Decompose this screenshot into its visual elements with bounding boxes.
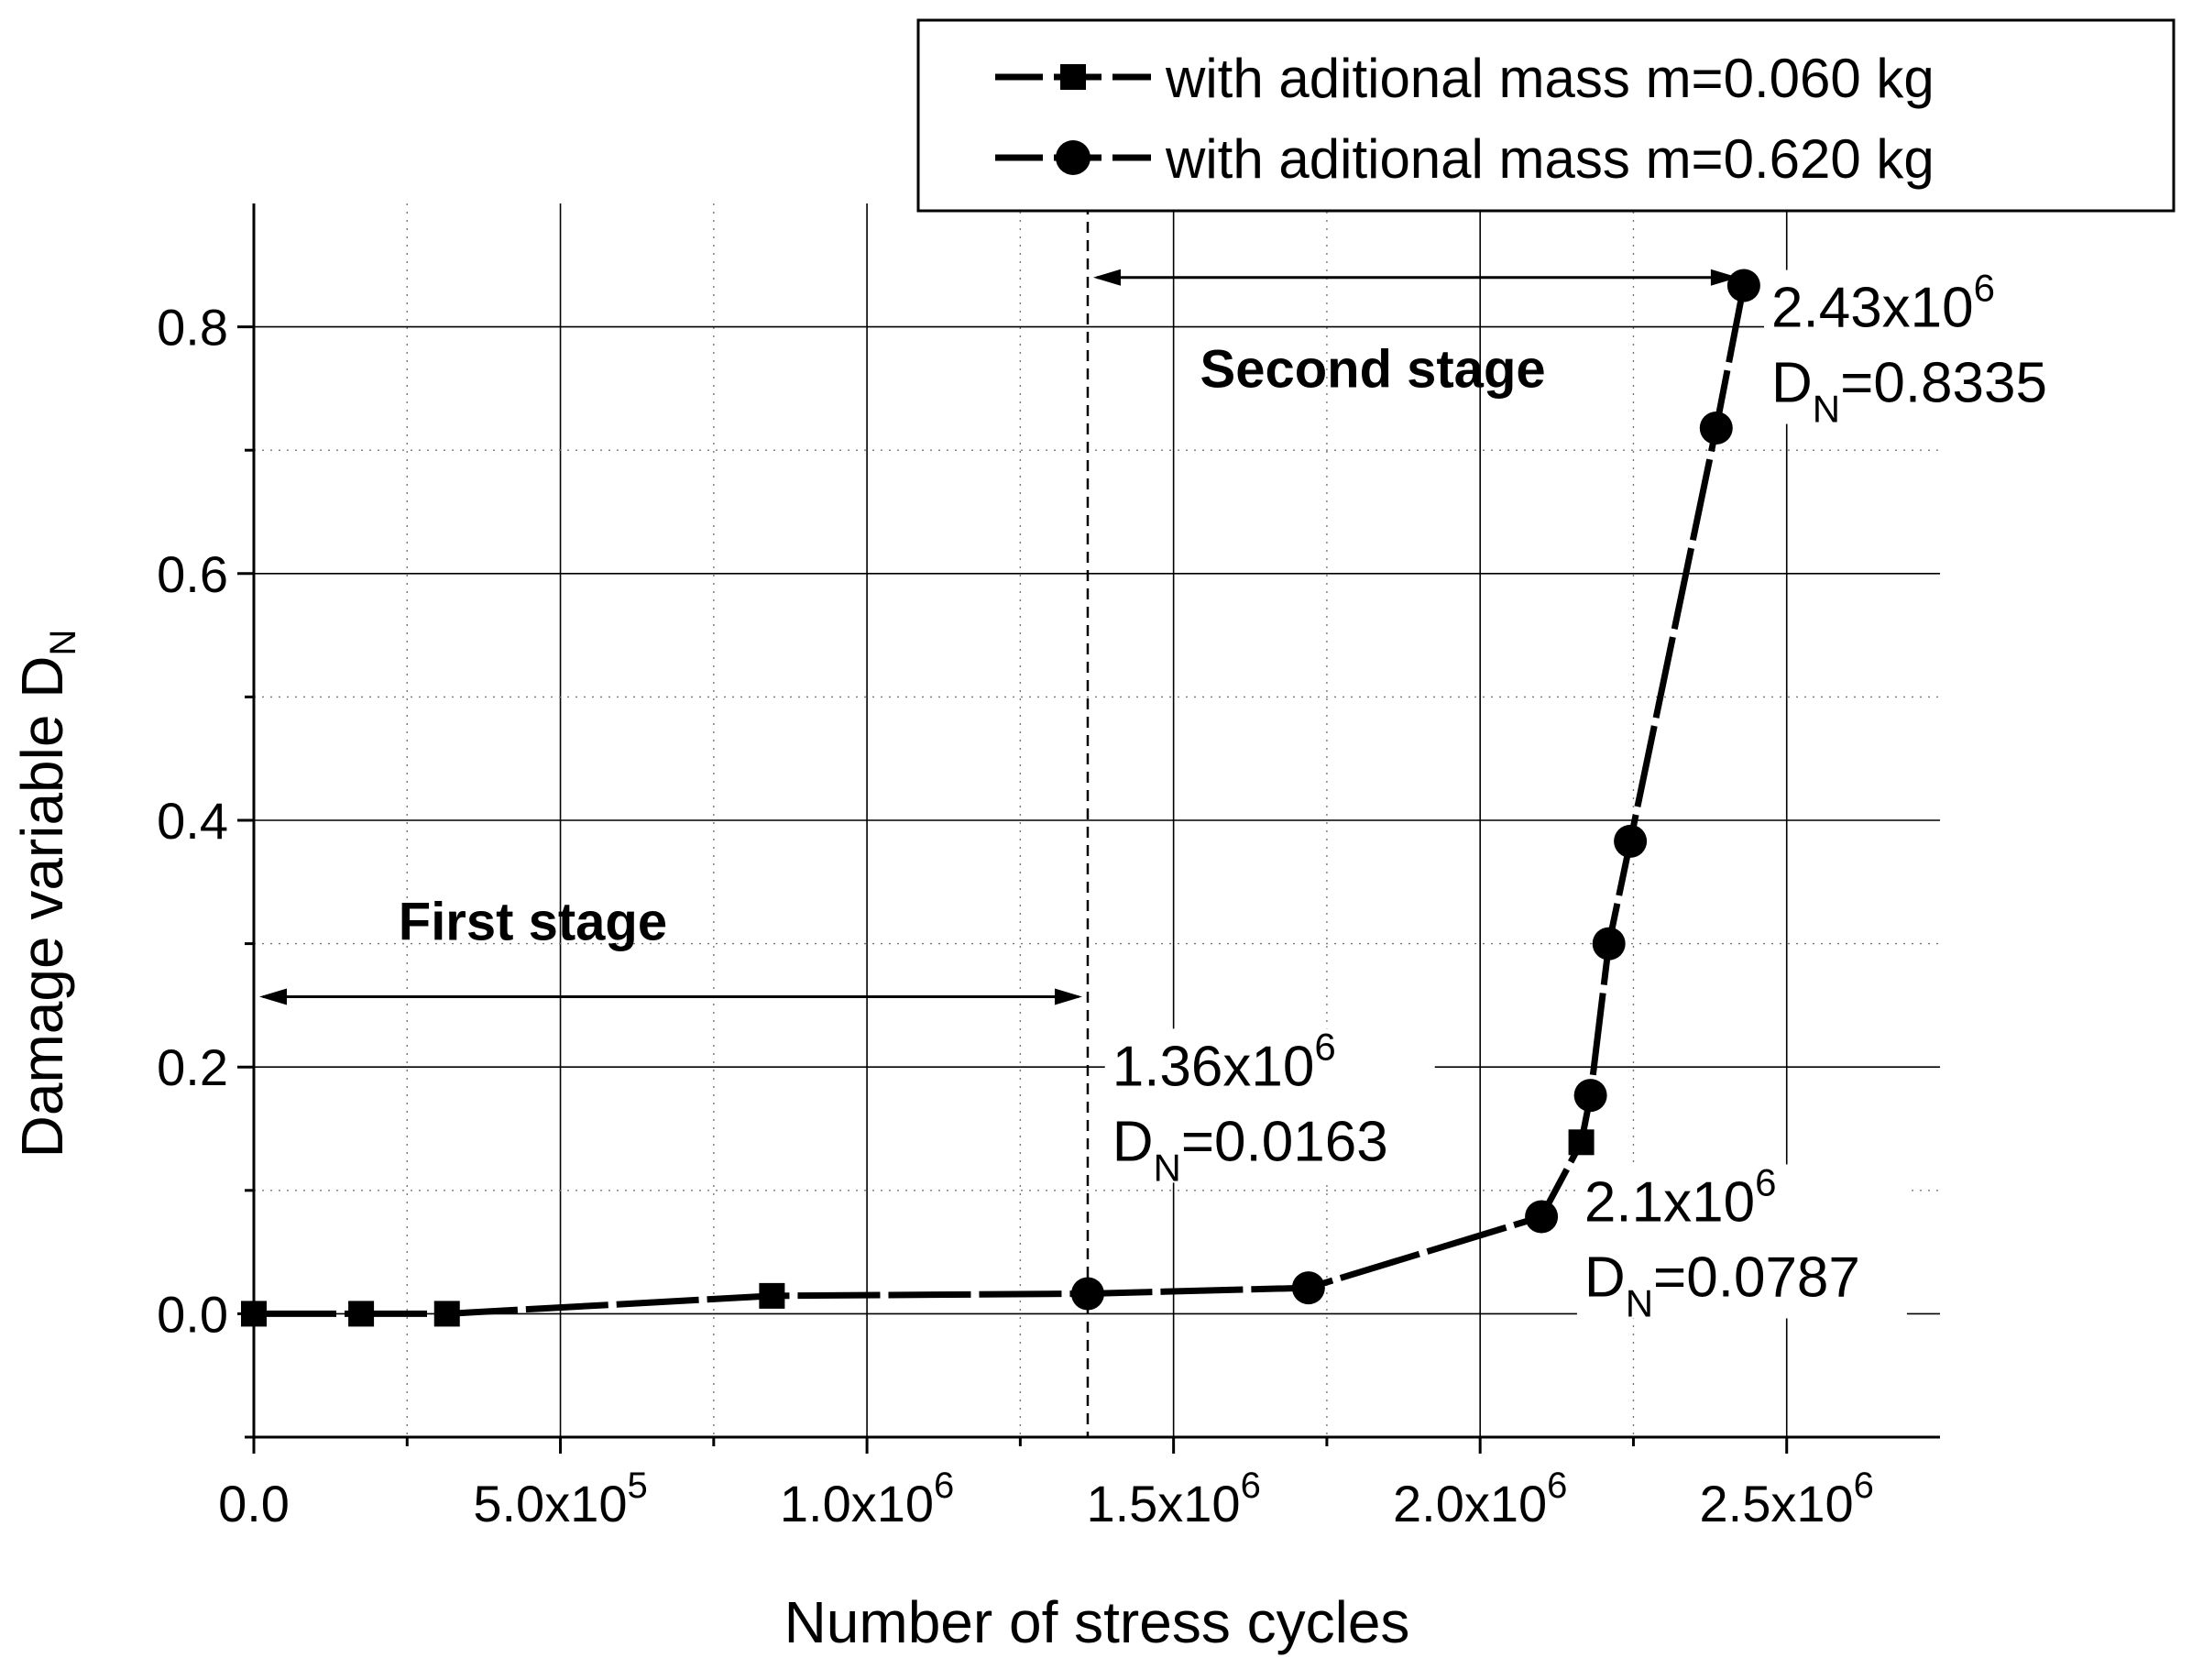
y-tick-label: 0.6 bbox=[157, 545, 228, 603]
legend[interactable]: with aditional mass m=0.060 kg with aditi… bbox=[916, 18, 2176, 213]
data-point-circle bbox=[1614, 824, 1648, 858]
legend-label: with aditional mass m=0.060 kg bbox=[1165, 48, 1934, 109]
y-tick-label: 0.0 bbox=[157, 1285, 228, 1343]
data-point-circle bbox=[1525, 1200, 1559, 1234]
x-tick-exponent: 6 bbox=[1241, 1466, 1261, 1506]
stage-arrow bbox=[259, 988, 1082, 1005]
stage-label: Second stage bbox=[1200, 339, 1546, 399]
annotation-cycles: 2.1x106 bbox=[1584, 1160, 1777, 1234]
legend-entry[interactable]: with aditional mass m=0.620 kg bbox=[995, 128, 1934, 190]
annotation-damage-subscript: N bbox=[1626, 1281, 1653, 1324]
legend-box bbox=[916, 18, 2176, 213]
annotation-bg bbox=[1576, 1164, 1907, 1319]
x-tick-label: 0.0 bbox=[218, 1475, 290, 1532]
annotation-bg bbox=[1764, 269, 2094, 424]
data-point-square bbox=[241, 1301, 267, 1327]
series-squares bbox=[241, 1129, 1595, 1327]
annotation-cycles: 1.36x106 bbox=[1112, 1025, 1336, 1098]
x-tick-base: 0.0 bbox=[218, 1475, 290, 1532]
annotation-damage-value: =0.0787 bbox=[1653, 1246, 1860, 1309]
x-tick-label: 2.0x106 bbox=[1393, 1466, 1567, 1532]
data-point-square bbox=[348, 1301, 375, 1327]
data-point-circle bbox=[1699, 411, 1733, 445]
x-tick-base: 1.5x10 bbox=[1086, 1475, 1240, 1532]
y-axis-title: Damage variable DN bbox=[9, 630, 83, 1158]
x-tick-base: 2.5x10 bbox=[1700, 1475, 1854, 1532]
annotation-damage: DN=0.0163 bbox=[1112, 1110, 1388, 1189]
x-tick-label: 1.0x106 bbox=[780, 1466, 954, 1532]
series bbox=[241, 269, 1760, 1327]
y-tick-label: 0.8 bbox=[157, 299, 228, 357]
y-axis-title-base: Damage variable D bbox=[9, 656, 75, 1158]
annotation-damage: DN=0.8335 bbox=[1771, 352, 2047, 431]
stage-label: First stage bbox=[399, 892, 667, 951]
data-point-circle bbox=[1291, 1271, 1325, 1305]
annotation-damage-base: D bbox=[1771, 352, 1813, 415]
annotation-damage-subscript: N bbox=[1813, 388, 1840, 431]
annotation-cycles-base: 2.43x10 bbox=[1771, 277, 1974, 340]
annotation-cycles-exponent: 6 bbox=[1755, 1160, 1776, 1203]
data-point-circle bbox=[1592, 927, 1626, 961]
annotation-bg bbox=[1104, 1028, 1435, 1183]
axes: 0.0 5.0x105 1.0x106 1.5x106 2.0x106 2.5x1060.… bbox=[9, 203, 1940, 1655]
annotation-cycles-exponent: 6 bbox=[1314, 1025, 1335, 1068]
annotation-damage-value: =0.0163 bbox=[1181, 1110, 1388, 1173]
x-tick-exponent: 6 bbox=[1854, 1466, 1874, 1506]
arrow-head-right bbox=[1710, 269, 1738, 286]
x-tick-label: 1.5x106 bbox=[1086, 1466, 1260, 1532]
x-tick-exponent: 6 bbox=[1547, 1466, 1567, 1506]
data-point-square bbox=[433, 1301, 460, 1327]
annotation-damage-base: D bbox=[1112, 1110, 1154, 1173]
legend-entry[interactable]: with aditional mass m=0.060 kg bbox=[995, 48, 1934, 109]
x-tick-base: 1.0x10 bbox=[780, 1475, 934, 1532]
arrow-head-right bbox=[1054, 988, 1082, 1005]
data-point-circle bbox=[1070, 1277, 1104, 1311]
data-point-square bbox=[759, 1282, 785, 1309]
annotation-damage: DN=0.0787 bbox=[1584, 1246, 1860, 1324]
y-axis-title-subscript: N bbox=[43, 630, 83, 656]
x-tick-label: 5.0x105 bbox=[473, 1466, 647, 1532]
x-tick-exponent: 6 bbox=[934, 1466, 954, 1506]
legend-label: with aditional mass m=0.620 kg bbox=[1165, 128, 1934, 190]
arrow-head-left bbox=[259, 988, 287, 1005]
x-tick-base: 5.0x10 bbox=[473, 1475, 627, 1532]
annotation-damage-base: D bbox=[1584, 1246, 1626, 1309]
annotation-cycles: 2.43x106 bbox=[1771, 267, 1995, 340]
annotation-cycles-exponent: 6 bbox=[1974, 267, 1995, 310]
stage-arrow bbox=[1092, 269, 1738, 286]
x-axis-title: Number of stress cycles bbox=[784, 1589, 1410, 1655]
data-point-circle bbox=[1573, 1079, 1607, 1113]
annotation-cycles-base: 1.36x10 bbox=[1112, 1035, 1315, 1098]
data-point-circle bbox=[1726, 269, 1760, 302]
annotation-cycles-base: 2.1x10 bbox=[1584, 1170, 1755, 1234]
legend-marker-square bbox=[1060, 64, 1086, 90]
y-tick-label: 0.2 bbox=[157, 1038, 228, 1096]
series-circles bbox=[1070, 269, 1760, 1311]
grid bbox=[254, 203, 1940, 1437]
y-tick-label: 0.4 bbox=[157, 792, 228, 850]
legend-marker-circle bbox=[1056, 140, 1091, 175]
x-tick-label: 2.5x106 bbox=[1700, 1466, 1874, 1532]
x-tick-base: 2.0x10 bbox=[1393, 1475, 1547, 1532]
annotation-damage-value: =0.8335 bbox=[1840, 352, 2047, 415]
arrow-head-left bbox=[1092, 269, 1121, 286]
data-point-square bbox=[1568, 1129, 1595, 1156]
annotation-damage-subscript: N bbox=[1154, 1146, 1181, 1189]
x-tick-exponent: 5 bbox=[627, 1466, 647, 1506]
